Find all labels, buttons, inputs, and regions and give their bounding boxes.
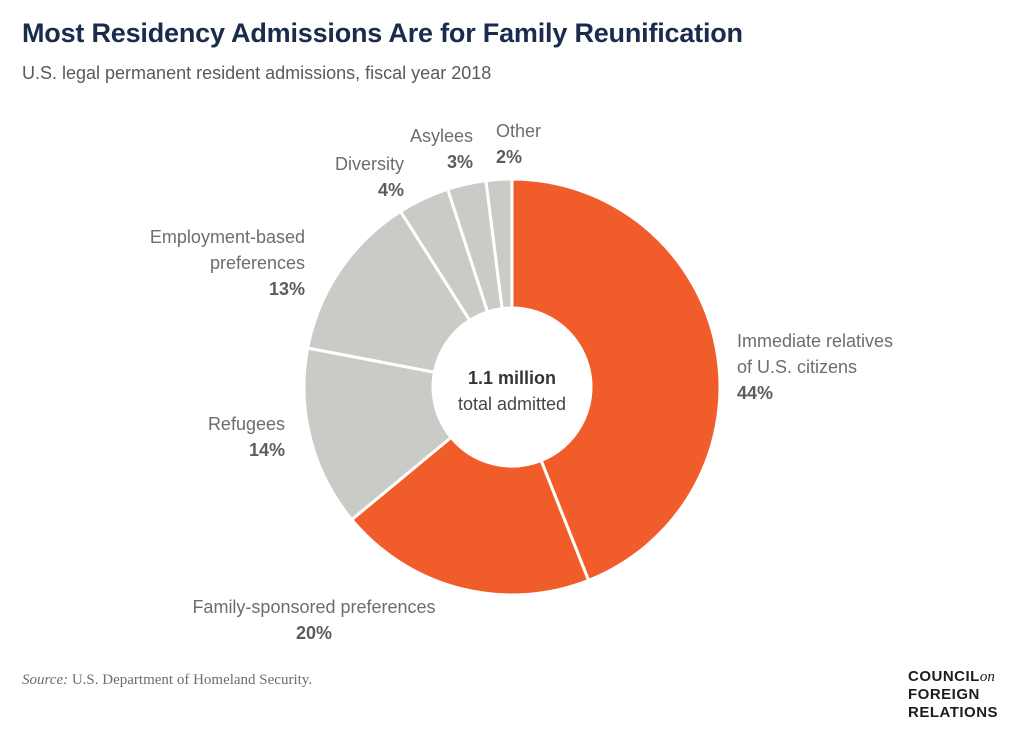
slice-category-label: preferences xyxy=(210,253,305,273)
slice-percent-label: 20% xyxy=(296,623,332,643)
slice-percent-label: 2% xyxy=(496,147,522,167)
slice-category-label: Refugees xyxy=(208,414,285,434)
donut-slice xyxy=(510,177,722,583)
center-total-value: 1.1 million xyxy=(468,368,556,388)
donut-slice xyxy=(484,177,514,311)
slice-percent-label: 3% xyxy=(447,152,473,172)
slice-percent-label: 4% xyxy=(378,180,404,200)
slice-category-label: Immediate relatives xyxy=(737,331,893,351)
donut-slices xyxy=(302,177,722,597)
slice-category-label: Diversity xyxy=(335,154,404,174)
slice-category-label: of U.S. citizens xyxy=(737,357,857,377)
logo-line-council: COUNCIL xyxy=(908,668,980,685)
slice-category-label: Family-sponsored preferences xyxy=(192,597,435,617)
slice-category-label: Employment-based xyxy=(150,227,305,247)
slice-percent-label: 14% xyxy=(249,440,285,460)
logo-line-foreign: FOREIGN xyxy=(908,686,980,703)
slice-category-label: Other xyxy=(496,121,541,141)
donut-slice xyxy=(305,209,472,374)
source-note: Source: U.S. Department of Homeland Secu… xyxy=(22,672,312,689)
source-prefix: Source: xyxy=(22,672,69,688)
logo-line-relations: RELATIONS xyxy=(908,704,999,721)
slice-percent-label: 13% xyxy=(269,279,305,299)
center-total-label: total admitted xyxy=(458,394,566,414)
source-text: U.S. Department of Homeland Security. xyxy=(68,672,313,688)
donut-slice xyxy=(349,435,591,597)
donut-slice xyxy=(302,346,454,522)
cfr-logo: COUNCILon FOREIGN RELATIONS xyxy=(908,668,998,722)
slice-percent-label: 44% xyxy=(737,383,773,403)
slice-labels: Immediate relatives of U.S. citizens 44% Fa… xyxy=(150,121,893,643)
slice-category-label: Asylees xyxy=(410,126,473,146)
logo-on: on xyxy=(979,669,995,685)
chart-title: Most Residency Admissions Are for Family… xyxy=(22,18,743,48)
chart-subtitle: U.S. legal permanent resident admissions… xyxy=(22,63,492,83)
